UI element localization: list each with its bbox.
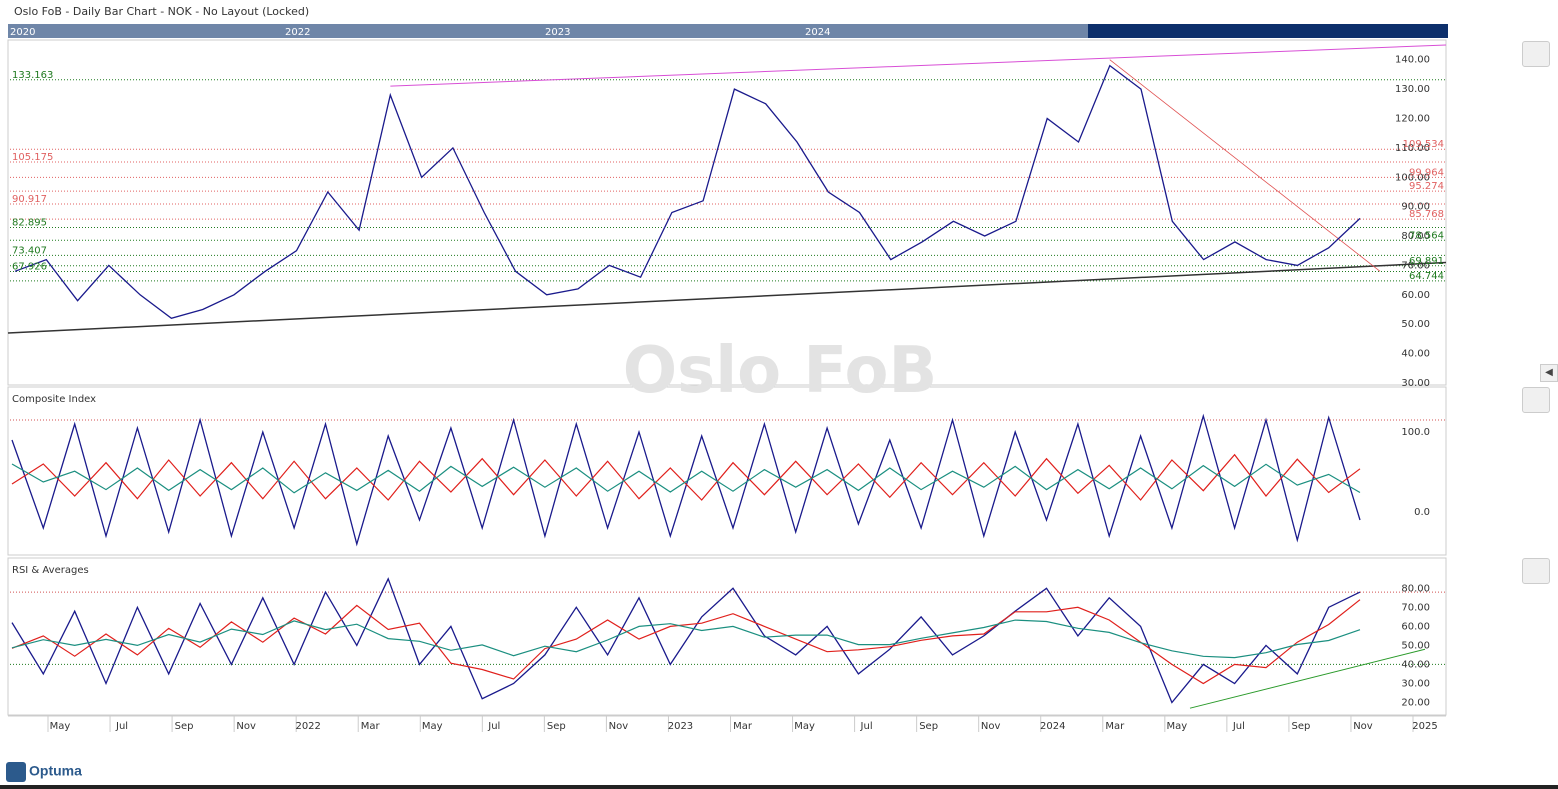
level-label-left: 90.917 (12, 194, 47, 205)
composite-y-tick: 100.0 (1401, 427, 1430, 438)
level-label-right: 109.534 (1403, 139, 1444, 150)
x-tick-label: Mar (361, 721, 381, 732)
level-label-left: 105.175 (12, 152, 53, 163)
x-tick-label: May (50, 721, 71, 732)
x-tick-label: Jul (1232, 721, 1245, 732)
price-line[interactable] (14, 64, 1361, 320)
rsi-y-tick: 30.00 (1401, 678, 1430, 689)
rsi-up-trendline[interactable] (1189, 648, 1426, 709)
rsi-y-tick: 50.00 (1401, 640, 1430, 651)
x-tick-label: Nov (981, 721, 1001, 732)
rsi-slow-average[interactable] (11, 619, 1361, 659)
x-tick-label: 2024 (1040, 721, 1065, 732)
x-tick-label: Jul (860, 721, 873, 732)
x-tick-label: Sep (175, 721, 194, 732)
x-tick-label: Nov (1353, 721, 1373, 732)
x-tick-label: 2025 (1412, 721, 1437, 732)
price-y-tick: 60.00 (1401, 290, 1430, 301)
x-tick-label: May (422, 721, 443, 732)
navigator-year-label: 2022 (285, 27, 310, 38)
price-y-tick: 40.00 (1401, 349, 1430, 360)
composite-title: Composite Index (12, 394, 96, 405)
navigator-year-label: 2024 (805, 27, 830, 38)
support-trendline[interactable] (7, 261, 1447, 334)
x-tick-label: Nov (236, 721, 256, 732)
lock-icon[interactable] (1522, 387, 1550, 413)
composite-y-tick: 0.0 (1414, 507, 1430, 518)
price-y-tick: 140.00 (1395, 55, 1430, 66)
navigator-year-label: 2020 (10, 27, 35, 38)
rsi-y-tick: 70.00 (1401, 602, 1430, 613)
composite-panel[interactable] (7, 386, 1447, 556)
scroll-left-arrow-icon[interactable]: ◀ (1540, 364, 1558, 382)
price-y-tick: 80.00 (1401, 231, 1430, 242)
x-tick-label: 2022 (295, 721, 320, 732)
price-y-tick: 110.00 (1395, 143, 1430, 154)
level-label-right: 99.964 (1409, 167, 1444, 178)
level-label-right: 78.564 (1409, 230, 1444, 241)
x-tick-label: Sep (547, 721, 566, 732)
rsi-y-tick: 20.00 (1401, 697, 1430, 708)
lock-icon[interactable] (1522, 41, 1550, 67)
x-tick-label: May (794, 721, 815, 732)
rsi-y-tick: 60.00 (1401, 621, 1430, 632)
x-tick-label: May (1166, 721, 1187, 732)
rsi-fast-average[interactable] (11, 599, 1361, 685)
x-tick-label: Jul (487, 721, 500, 732)
composite-fast-average[interactable] (11, 453, 1361, 501)
time-navigator[interactable]: 2020 2022 2023 2024 (8, 24, 1448, 38)
price-y-tick: 120.00 (1395, 113, 1430, 124)
chart-title: Oslo FoB - Daily Bar Chart - NOK - No La… (14, 5, 310, 18)
level-label-left: 67.926 (12, 262, 47, 273)
level-label-right: 69.891 (1409, 256, 1444, 267)
price-y-tick: 130.00 (1395, 84, 1430, 95)
level-label-left: 73.407 (12, 245, 47, 256)
composite-line[interactable] (11, 413, 1361, 547)
rsi-title: RSI & Averages (12, 565, 89, 576)
x-tick-label: Mar (1105, 721, 1125, 732)
price-y-tick: 30.00 (1401, 378, 1430, 389)
level-label-left: 133.163 (12, 70, 53, 81)
footer-bar (0, 785, 1558, 789)
price-y-tick: 90.00 (1401, 202, 1430, 213)
navigator-year-label: 2023 (545, 27, 570, 38)
optuma-logo-icon (6, 762, 26, 782)
resistance-trendline[interactable] (390, 44, 1447, 87)
x-tick-label: Sep (919, 721, 938, 732)
rsi-panel[interactable] (7, 557, 1447, 716)
down-trendline[interactable] (1109, 59, 1381, 272)
price-y-tick: 100.00 (1395, 172, 1430, 183)
x-tick-label: Nov (609, 721, 629, 732)
x-tick-label: 2023 (668, 721, 693, 732)
x-tick-label: Mar (733, 721, 753, 732)
level-label-right: 85.768 (1409, 209, 1444, 220)
watermark: Oslo FoB (623, 334, 938, 408)
x-axis: May Jul Sep Nov 2022 Mar May Jul Sep Nov 2023 Mar Ma… (8, 715, 1446, 732)
x-tick-label: Sep (1291, 721, 1310, 732)
price-panel[interactable] (7, 39, 1447, 386)
optuma-logo: Optuma (6, 762, 82, 782)
rsi-y-tick: 80.00 (1401, 583, 1430, 594)
price-y-tick: 70.00 (1401, 260, 1430, 271)
brand-name: Optuma (29, 762, 82, 779)
rsi-line[interactable] (11, 577, 1361, 704)
level-label-left: 82.895 (12, 218, 47, 229)
x-tick-label: Jul (115, 721, 128, 732)
price-y-tick: 50.00 (1401, 319, 1430, 330)
lock-icon[interactable] (1522, 558, 1550, 584)
level-label-right: 64.744 (1409, 271, 1444, 282)
level-label-right: 95.274 (1409, 181, 1444, 192)
composite-slow-average[interactable] (11, 463, 1361, 494)
rsi-y-tick: 40.00 (1401, 659, 1430, 670)
